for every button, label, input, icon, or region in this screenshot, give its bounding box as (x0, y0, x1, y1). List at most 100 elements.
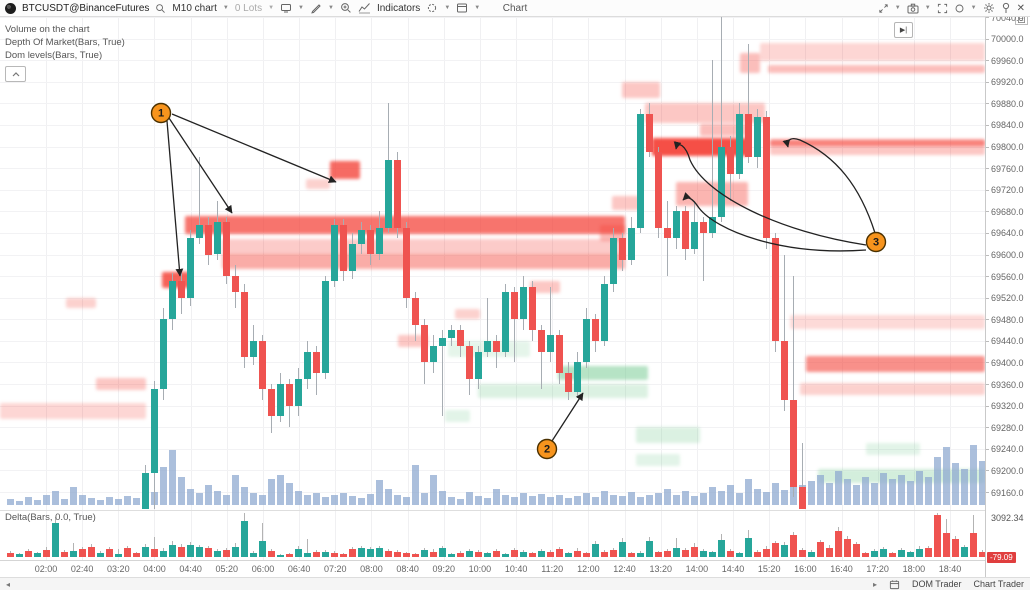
draw-pencil-icon[interactable] (310, 2, 322, 14)
symbol-selector[interactable]: BTCUSDT@BinanceFutures (22, 2, 150, 14)
lots-caret-icon[interactable]: ▼ (268, 5, 275, 11)
volume-bar (231, 475, 239, 505)
price-tick-mark (986, 470, 989, 472)
price-axis[interactable]: 3092.34 -79.09 70040.0 70000.0 69960.0 6992… (985, 13, 1030, 577)
price-tick-label: 69720.0 (991, 185, 1024, 196)
camera-caret-icon[interactable]: ▼ (924, 5, 931, 11)
delta-bar (825, 548, 833, 557)
candle-body (141, 473, 149, 509)
go-to-realtime-button[interactable]: ▶| (894, 22, 913, 38)
calendar-icon[interactable] (889, 579, 900, 590)
volume-bar (609, 495, 617, 505)
candle-body (510, 292, 518, 320)
crosshair-circle-icon[interactable] (426, 2, 438, 14)
settings-gear-icon[interactable] (983, 2, 995, 14)
delta-panel[interactable] (0, 510, 985, 561)
tab-dom-trader[interactable]: DOM Trader (911, 579, 962, 589)
draw-caret-icon[interactable]: ▼ (328, 5, 334, 11)
volume-bar (573, 496, 581, 505)
time-tick-label: 14:00 (685, 564, 709, 574)
price-tick-mark (986, 427, 989, 429)
delta-bar (78, 549, 86, 557)
circle-caret-icon[interactable]: ▼ (970, 5, 977, 11)
zoom-in-icon[interactable] (340, 2, 352, 14)
timeframe-caret-icon[interactable]: ▼ (222, 5, 229, 11)
price-tick-label: 69240.0 (991, 444, 1024, 455)
candle-wick (747, 43, 749, 163)
indicators-button[interactable]: Indicators (376, 2, 421, 14)
candle-body (384, 160, 392, 228)
delta-bar (177, 547, 185, 557)
price-tick-mark (986, 168, 989, 170)
delta-bar (168, 545, 176, 557)
volume-bar (348, 496, 356, 505)
delta-bar (249, 553, 257, 557)
volume-bar (537, 494, 545, 505)
delta-bar (735, 553, 743, 557)
delta-wick (117, 549, 119, 557)
legend-collapse-button[interactable] (5, 66, 26, 82)
grid-line-horizontal (0, 470, 985, 472)
candle-wick (666, 200, 668, 277)
close-icon[interactable]: ✕ (1016, 2, 1025, 14)
delta-legend[interactable]: Delta(Bars, 0.0, True) (5, 512, 96, 523)
pin-icon[interactable] (1001, 2, 1011, 14)
resize-caret-icon[interactable]: ▼ (894, 5, 901, 11)
layout-panel-icon[interactable] (456, 2, 468, 14)
layout-caret-icon[interactable]: ▼ (474, 5, 481, 11)
grid-line-horizontal (0, 17, 985, 18)
candle-body (456, 330, 464, 347)
candle-body (564, 373, 572, 393)
timeframe-selector[interactable]: M10 chart (172, 2, 217, 14)
volume-bar (681, 491, 689, 505)
delta-bar (978, 552, 985, 557)
delta-bar (915, 549, 923, 557)
legend-volume[interactable]: Volume on the chart (5, 24, 90, 35)
delta-wick (306, 539, 308, 557)
volume-bar (123, 496, 131, 505)
indicators-chart-icon[interactable] (358, 2, 371, 14)
circle-tool-icon[interactable] (954, 3, 965, 14)
lots-selector[interactable]: 0 Lots (234, 2, 263, 14)
monitor-icon[interactable] (280, 2, 292, 14)
candle-body (186, 238, 194, 298)
delta-bar (51, 523, 59, 557)
delta-bar (276, 555, 284, 557)
time-tick-label: 12:00 (577, 564, 600, 574)
monitor-caret-icon[interactable]: ▼ (298, 5, 304, 11)
time-axis[interactable]: 02:00 02:40 03:20 04:00 04:40 05:20 06:00 06:40… (0, 560, 985, 578)
candle-body (285, 384, 293, 406)
scroll-right-icon[interactable]: ▸ (872, 579, 877, 589)
tab-chart-trader[interactable]: Chart Trader (973, 579, 1024, 589)
price-tick-label: 70040.0 (991, 12, 1024, 23)
volume-bar (618, 496, 626, 505)
fullscreen-icon[interactable] (937, 3, 948, 14)
camera-icon[interactable] (907, 3, 919, 14)
candle-body (393, 160, 401, 228)
candle-body (708, 216, 716, 233)
price-tick-label: 69600.0 (991, 250, 1024, 260)
dom-level (185, 215, 625, 234)
price-panel[interactable] (0, 17, 985, 509)
dom-level (558, 366, 648, 381)
resize-arrows-icon[interactable] (878, 3, 889, 14)
delta-bar (843, 539, 851, 557)
volume-bar (564, 498, 572, 505)
delta-bar (708, 552, 716, 557)
price-tick-mark (986, 340, 989, 342)
volume-bar (483, 498, 491, 505)
candle-body (546, 335, 554, 352)
delta-wick (153, 537, 155, 557)
volume-bar (96, 500, 104, 505)
legend-dom-levels[interactable]: Dom levels(Bars, True) (5, 50, 103, 61)
indicator-legend: Volume on the chart Depth Of Market(Bars… (5, 23, 125, 82)
search-icon[interactable] (155, 3, 166, 14)
scroll-left-icon[interactable]: ◂ (6, 579, 11, 589)
crosshair-caret-icon[interactable]: ▼ (444, 5, 451, 11)
dom-level (612, 196, 640, 211)
delta-bar (618, 542, 626, 557)
legend-depth-of-market[interactable]: Depth Of Market(Bars, True) (5, 37, 125, 48)
volume-bar (969, 445, 977, 505)
delta-bar (780, 545, 788, 557)
